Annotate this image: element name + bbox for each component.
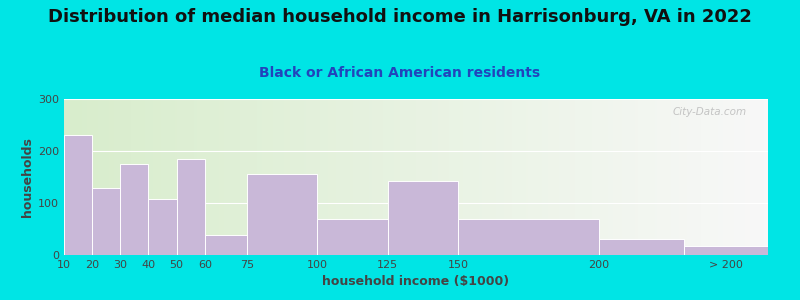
Bar [247,174,318,255]
Bar [177,159,205,255]
Bar [318,219,388,255]
Bar [388,181,458,255]
Y-axis label: households: households [21,137,34,217]
Text: City-Data.com: City-Data.com [673,107,747,117]
Bar [599,239,683,255]
X-axis label: household income ($1000): household income ($1000) [322,275,510,288]
Bar [683,246,768,255]
Bar [205,235,247,255]
Text: Black or African American residents: Black or African American residents [259,66,541,80]
Bar [92,188,120,255]
Bar [120,164,149,255]
Bar [64,135,92,255]
Bar [458,219,599,255]
Bar [149,200,177,255]
Text: Distribution of median household income in Harrisonburg, VA in 2022: Distribution of median household income … [48,8,752,26]
